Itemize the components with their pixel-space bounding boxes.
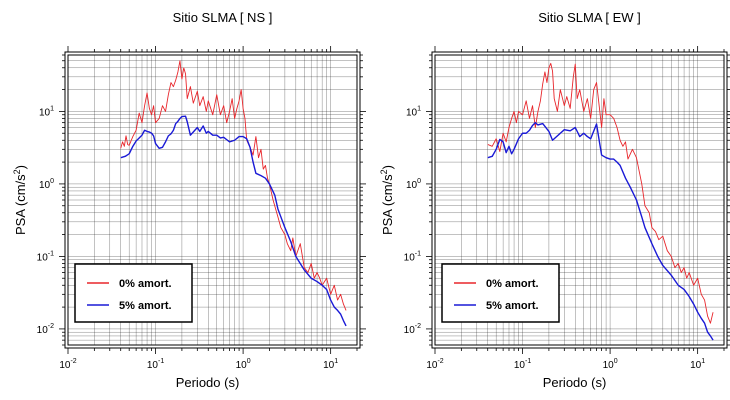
y-tick-label: 10-2 [37, 323, 54, 336]
series-group [487, 62, 714, 341]
y-tick-label: 101 [39, 105, 54, 118]
x-tick-label: 10-2 [59, 358, 76, 371]
y-tick-label: 101 [406, 105, 421, 118]
x-tick-label: 10-1 [514, 358, 531, 371]
legend: 0% amort. 5% amort. [74, 263, 193, 323]
x-tick-label: 100 [236, 358, 251, 371]
grid [67, 54, 358, 346]
x-tick-label: 101 [323, 358, 338, 371]
chart-title: Sitio SLMA [ EW ] [538, 10, 641, 25]
y-axis-label: PSA (cm/s2) [379, 165, 395, 235]
x-tick-label: 10-1 [147, 358, 164, 371]
legend-label-2: 5% amort. [486, 300, 539, 312]
tick-marks [59, 46, 366, 354]
y-tick-label: 10-1 [404, 250, 421, 263]
legend: 0% amort. 5% amort. [441, 263, 560, 323]
y-axis-label: PSA (cm/s2) [12, 165, 28, 235]
legend-box [74, 263, 193, 323]
series-line-damping-0 [487, 62, 714, 324]
series-line-damping-5 [120, 115, 347, 327]
plot-frame [67, 54, 358, 346]
y-tick-label: 100 [39, 178, 54, 191]
chart-panel-1: 10-2 10-1 100 101 10-2 10-1 100 101 Sitio SLMA [… [12, 10, 366, 390]
chart-panel-2: 10-2 10-1 100 101 10-2 10-1 100 101 Sitio SLMA [… [379, 10, 730, 390]
series-line-damping-0 [120, 60, 347, 311]
y-tick-label: 10-1 [37, 250, 54, 263]
plot-frame [434, 54, 725, 346]
series-group [120, 60, 347, 327]
y-tick-label: 10-2 [404, 323, 421, 336]
x-axis-label: Periodo (s) [543, 375, 607, 390]
series-line-damping-5 [487, 121, 714, 341]
legend-label-2: 5% amort. [119, 300, 172, 312]
legend-box [441, 263, 560, 323]
x-tick-label: 100 [603, 358, 618, 371]
legend-label-1: 0% amort. [119, 278, 172, 290]
chart-title: Sitio SLMA [ NS ] [173, 10, 273, 25]
legend-label-1: 0% amort. [486, 278, 539, 290]
x-axis-label: Periodo (s) [176, 375, 240, 390]
x-tick-label: 101 [690, 358, 705, 371]
x-tick-label: 10-2 [426, 358, 443, 371]
y-tick-label: 100 [406, 178, 421, 191]
